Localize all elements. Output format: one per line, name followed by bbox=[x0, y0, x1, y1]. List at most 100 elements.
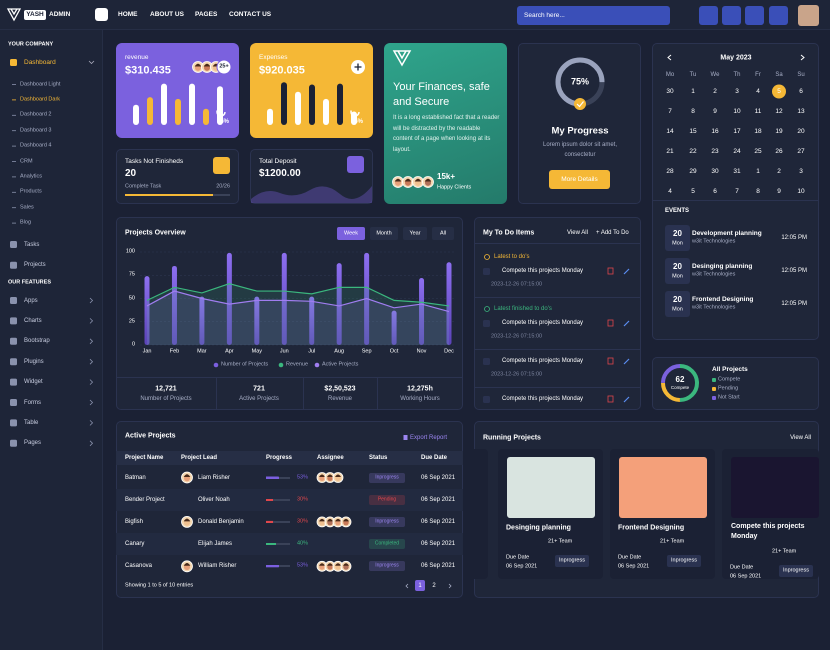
status-badge bbox=[667, 555, 701, 567]
calendar-day[interactable]: 9 bbox=[713, 107, 717, 115]
mini-bar bbox=[133, 104, 139, 125]
status-badge bbox=[369, 516, 405, 527]
calendar-day[interactable]: 12 bbox=[775, 107, 783, 115]
nav-link[interactable]: HOME bbox=[118, 10, 138, 18]
menu-item[interactable]: Bootstrap bbox=[24, 338, 50, 345]
view-all-link[interactable]: View All bbox=[567, 229, 588, 236]
calendar-day[interactable]: 27 bbox=[797, 147, 805, 155]
calendar-day[interactable]: 23 bbox=[711, 147, 719, 155]
todo-checkbox[interactable] bbox=[483, 357, 490, 365]
header-icon-button[interactable] bbox=[722, 6, 741, 25]
calendar-day[interactable]: 30 bbox=[711, 167, 719, 175]
calendar-day[interactable]: 10 bbox=[733, 107, 741, 115]
calendar-day[interactable]: 26 bbox=[775, 147, 783, 155]
calendar-day[interactable]: 4 bbox=[668, 187, 672, 195]
calendar-day[interactable]: 25 bbox=[754, 147, 762, 155]
calendar-day[interactable]: 30 bbox=[666, 87, 674, 95]
submenu-item[interactable]: Dashboard 2 bbox=[20, 111, 52, 118]
calendar-day[interactable]: 17 bbox=[733, 127, 741, 135]
menu-item[interactable]: Tasks bbox=[24, 241, 40, 248]
calendar-day[interactable]: 5 bbox=[777, 87, 781, 95]
stat-value: 12,275h bbox=[407, 385, 433, 393]
submenu-item[interactable]: CRM bbox=[20, 157, 33, 164]
calendar-day[interactable]: 28 bbox=[666, 167, 674, 175]
calendar-day[interactable]: 8 bbox=[756, 187, 760, 195]
tab-label: All bbox=[439, 229, 447, 236]
calendar-day[interactable]: 9 bbox=[777, 187, 781, 195]
menu-item[interactable]: Charts bbox=[24, 317, 42, 324]
page-link[interactable]: 1 bbox=[418, 582, 422, 589]
calendar-day[interactable]: 15 bbox=[689, 127, 697, 135]
calendar-day[interactable]: 10 bbox=[797, 187, 805, 195]
calendar-day[interactable]: 7 bbox=[668, 107, 672, 115]
nav-link[interactable]: ABOUT US bbox=[150, 10, 184, 18]
line-area bbox=[147, 283, 449, 345]
calendar-day[interactable]: 18 bbox=[754, 127, 762, 135]
header-icon-button[interactable] bbox=[745, 6, 764, 25]
submenu-item[interactable]: Products bbox=[20, 188, 42, 195]
menu-item[interactable]: Pages bbox=[24, 440, 42, 447]
submenu-item[interactable]: Dashboard Dark bbox=[20, 96, 61, 103]
nav-link[interactable]: PAGES bbox=[195, 10, 218, 18]
menu-item[interactable]: Widget bbox=[24, 379, 43, 386]
header-icon-button[interactable] bbox=[769, 6, 788, 25]
todo-checkbox[interactable] bbox=[483, 267, 490, 275]
submenu-item[interactable]: Sales bbox=[20, 203, 34, 210]
calendar-day[interactable]: 14 bbox=[666, 127, 674, 135]
calendar-day[interactable]: 6 bbox=[713, 187, 717, 195]
calendar-day[interactable]: 21 bbox=[666, 147, 674, 155]
search-box[interactable] bbox=[517, 6, 670, 25]
project-team: 21+ Team bbox=[660, 538, 685, 545]
menu-item[interactable]: Dashboard bbox=[24, 58, 56, 66]
submenu-item[interactable]: Dashboard 4 bbox=[20, 142, 52, 149]
calendar-day[interactable]: 2 bbox=[713, 87, 717, 95]
menu-item[interactable]: Table bbox=[24, 419, 39, 426]
menu-item[interactable]: Plugins bbox=[24, 358, 44, 365]
calendar-day[interactable]: 22 bbox=[689, 147, 697, 155]
x-tick-label: May bbox=[251, 348, 263, 355]
calendar-day[interactable]: 1 bbox=[691, 87, 695, 95]
calendar-day[interactable]: 20 bbox=[797, 127, 805, 135]
calendar-day[interactable]: 11 bbox=[754, 107, 762, 115]
add-todo-link[interactable]: + Add To Do bbox=[596, 229, 629, 236]
calendar-day[interactable]: 31 bbox=[733, 167, 741, 175]
submenu-item[interactable]: Dashboard 3 bbox=[20, 126, 52, 133]
calendar-day[interactable]: 6 bbox=[799, 87, 803, 95]
calendar-day[interactable]: 19 bbox=[775, 127, 783, 135]
calendar-day[interactable]: 8 bbox=[691, 107, 695, 115]
nav-link[interactable]: CONTACT US bbox=[229, 10, 272, 18]
calendar-day[interactable]: 16 bbox=[711, 127, 719, 135]
calendar-day[interactable]: 3 bbox=[735, 87, 739, 95]
calendar-day[interactable]: 1 bbox=[756, 167, 760, 175]
export-link[interactable]: Export Report bbox=[410, 434, 448, 441]
page-link[interactable]: 2 bbox=[432, 582, 436, 589]
profile-avatar[interactable] bbox=[798, 5, 819, 26]
menu-item[interactable]: Apps bbox=[24, 297, 38, 304]
tab-button[interactable] bbox=[370, 227, 398, 240]
view-all-link[interactable]: View All bbox=[790, 434, 811, 441]
calendar-day[interactable]: 3 bbox=[799, 167, 803, 175]
submenu-item[interactable]: Blog bbox=[20, 219, 32, 226]
back-button[interactable] bbox=[95, 8, 108, 21]
bar bbox=[446, 262, 452, 345]
menu-item[interactable]: Projects bbox=[24, 262, 46, 269]
todo-checkbox[interactable] bbox=[483, 395, 490, 403]
submenu-item[interactable]: Analytics bbox=[20, 173, 43, 180]
menu-item[interactable]: Forms bbox=[24, 399, 41, 406]
tab-button[interactable] bbox=[432, 227, 454, 240]
avatar-hair bbox=[335, 474, 341, 477]
calendar-day[interactable]: 24 bbox=[733, 147, 741, 155]
todo-checkbox[interactable] bbox=[483, 319, 490, 327]
submenu-item[interactable]: Dashboard Light bbox=[20, 80, 61, 87]
more-details-button[interactable] bbox=[549, 170, 610, 189]
cell-progress: 53% bbox=[296, 473, 308, 480]
calendar-day[interactable]: 13 bbox=[797, 107, 805, 115]
calendar-day[interactable]: 7 bbox=[735, 187, 739, 195]
calendar-day[interactable]: 29 bbox=[689, 167, 697, 175]
calendar-day[interactable]: 4 bbox=[756, 87, 760, 95]
calendar-day[interactable]: 5 bbox=[691, 187, 695, 195]
tab-button[interactable] bbox=[403, 227, 427, 240]
calendar-day[interactable]: 2 bbox=[777, 167, 781, 175]
tab-button[interactable] bbox=[337, 227, 365, 240]
header-icon-button[interactable] bbox=[699, 6, 718, 25]
